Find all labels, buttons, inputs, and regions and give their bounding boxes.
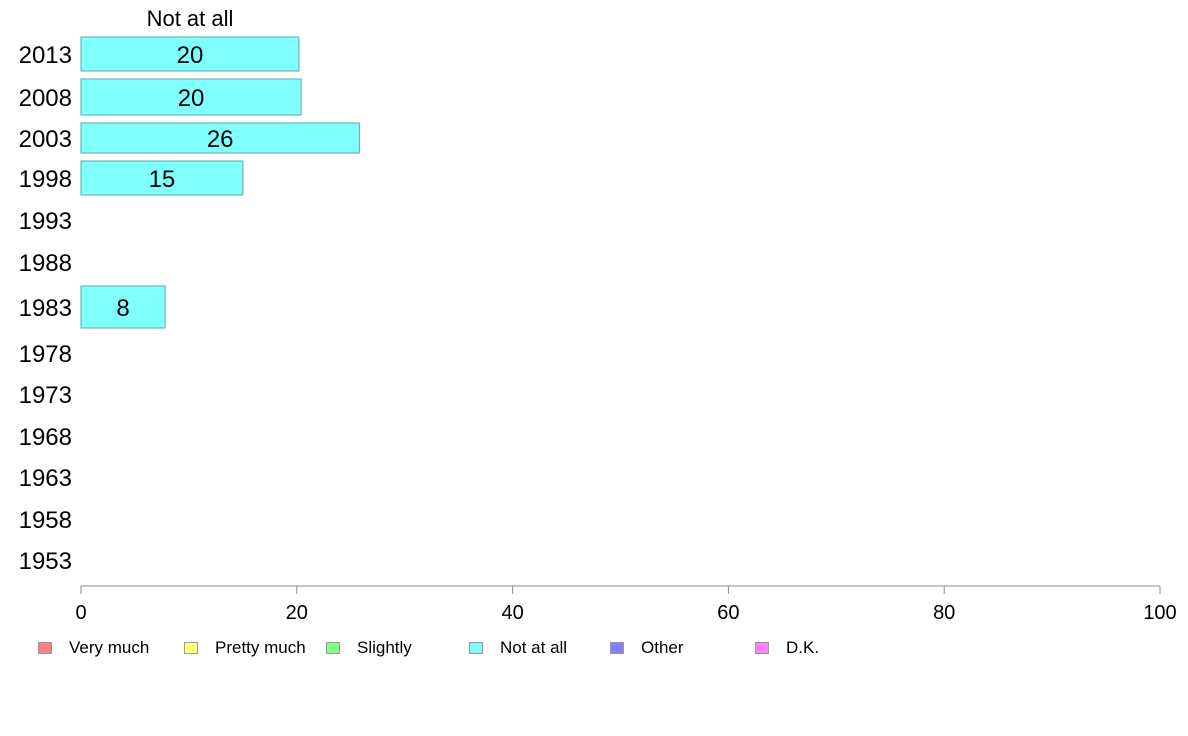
x-tick-label: 40 [501, 602, 523, 620]
x-axis: 0 20 40 60 80 100 [75, 585, 1177, 620]
legend-label: D.K. [786, 638, 820, 657]
bar [80, 36, 300, 72]
x-tick-label: 0 [75, 602, 86, 620]
legend-label: Slightly [357, 638, 412, 657]
legend-item: Slightly [326, 638, 412, 658]
bar [80, 160, 244, 196]
year-labels: 2013 2008 2003 1998 1993 1988 1983 1978 1973 1968… [19, 42, 72, 575]
legend-label: Very much [69, 638, 150, 657]
year-label: 1963 [19, 465, 72, 492]
legend-item: Pretty much [184, 638, 306, 658]
bar [80, 285, 166, 329]
x-tick-label: 100 [1143, 602, 1176, 620]
year-label: 2003 [19, 126, 72, 153]
year-label: 1978 [19, 341, 72, 368]
bar-value-label: 20 [178, 85, 205, 112]
year-label: 2013 [19, 42, 72, 69]
x-tick-label: 60 [717, 602, 739, 620]
legend-swatch [755, 642, 769, 654]
legend-label: Pretty much [215, 638, 306, 657]
legend-item: D.K. [755, 638, 819, 658]
year-label: 1973 [19, 382, 72, 409]
legend-swatch [610, 642, 624, 654]
year-label: 1983 [19, 295, 72, 322]
legend-swatch [184, 642, 198, 654]
year-label: 1953 [19, 548, 72, 575]
bar-value-label: 26 [207, 126, 234, 153]
bar [80, 78, 302, 116]
year-label: 1993 [19, 208, 72, 235]
year-label: 1988 [19, 250, 72, 277]
year-label: 2008 [19, 85, 72, 112]
legend-label: Not at all [500, 638, 568, 657]
legend-swatch [469, 642, 483, 654]
bar-value-label: 20 [177, 42, 204, 69]
year-label: 1998 [19, 166, 72, 193]
year-label: 1968 [19, 424, 72, 451]
x-tick-label: 80 [933, 602, 955, 620]
x-tick-label: 20 [286, 602, 308, 620]
legend-swatch [38, 642, 52, 654]
legend-item: Very much [38, 638, 149, 658]
bar [80, 122, 360, 154]
legend-swatch [326, 642, 340, 654]
series-title: Not at all [147, 6, 234, 31]
legend-item: Other [610, 638, 684, 658]
bar-value-label: 8 [116, 295, 129, 322]
bar-value-label: 15 [149, 166, 176, 193]
legend-item: Not at all [469, 638, 567, 658]
legend-label: Other [641, 638, 684, 657]
year-label: 1958 [19, 507, 72, 534]
